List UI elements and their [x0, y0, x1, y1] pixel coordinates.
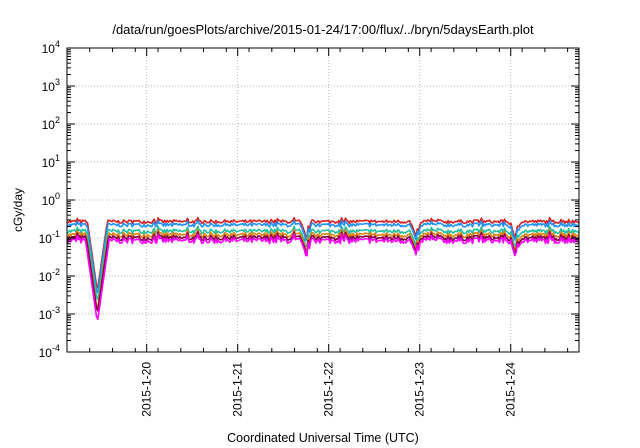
y-tick-label: 104 [42, 39, 60, 56]
series-line [66, 216, 580, 289]
y-tick-label: 10-4 [39, 343, 60, 360]
series-line [66, 228, 580, 309]
x-axis: 2015-1-20 2015-1-21 2015-1-22 2015-1-23 2015… [66, 48, 569, 417]
series-line [66, 225, 580, 301]
series-line [66, 231, 580, 312]
series-group [66, 216, 580, 321]
chart-title: /data/run/goesPlots/archive/2015-01-24/1… [112, 22, 534, 37]
x-axis-label: Coordinated Universal Time (UTC) [227, 431, 419, 445]
y-axis-label: cGy/day [11, 188, 25, 232]
y-tick-label: 100 [42, 191, 60, 208]
y-tick-label: 10-1 [39, 229, 60, 246]
y-tick-label: 101 [42, 153, 60, 170]
y-tick-label: 10-2 [39, 267, 60, 284]
x-tick-label: 2015-1-20 [140, 362, 154, 417]
y-axis: 10-4 10-3 10-2 10-1 100 101 102 103 104 [39, 39, 579, 360]
y-tick-label: 10-3 [39, 305, 60, 322]
x-tick-label: 2015-1-23 [413, 362, 427, 417]
x-tick-label: 2015-1-22 [322, 362, 336, 417]
y-tick-label: 102 [42, 115, 60, 132]
y-tick-label: 103 [42, 77, 60, 94]
series-line [66, 233, 580, 321]
x-tick-label: 2015-1-21 [231, 362, 245, 417]
series-line [66, 219, 580, 294]
x-tick-label: 2015-1-24 [504, 362, 518, 417]
grid [67, 48, 579, 352]
